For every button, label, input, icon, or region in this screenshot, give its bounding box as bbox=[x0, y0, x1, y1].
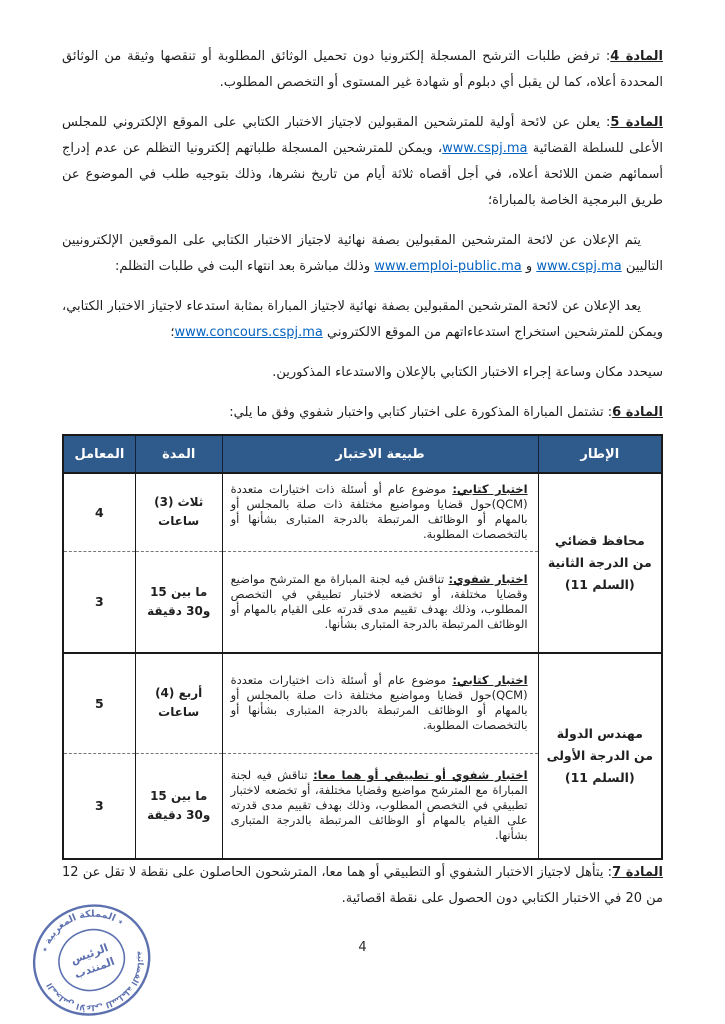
exam-label: اختبار كتابي: bbox=[452, 482, 528, 497]
article-5-text-before: : يعلن عن لائحة أولية للمترشحين المقبولي… bbox=[62, 115, 663, 156]
duration-cell: ثلاث (3) ساعات bbox=[134, 472, 223, 552]
exam-location-text: سيحدد مكان وساعة إجراء الاختبار الكتابي … bbox=[272, 365, 663, 380]
exam-nature-cell: اختبار كتابي: موضوع عام أو أسئلة ذات اخت… bbox=[221, 652, 539, 754]
exam-text: تناقش فيه لجنة المباراة مع المترشح مواضي… bbox=[230, 571, 528, 631]
duration-cell: ما بين 15 و30 دقيقة bbox=[134, 753, 223, 860]
table-row: مهندس الدولة من الدرجة الأولى (السلم 11)… bbox=[62, 652, 663, 860]
final-list-separator: و bbox=[521, 259, 537, 274]
header-exam-nature: طبيعة الاختبار bbox=[221, 434, 539, 474]
article-5: المادة 5: يعلن عن لائحة أولية للمترشحين … bbox=[62, 110, 663, 214]
frame-group-conservateur: محافظ قضائي من الدرجة الثانية (السلم 11)… bbox=[62, 472, 663, 654]
exam-nature-cell: اختبار كتابي: موضوع عام أو أسئلة ذات اخت… bbox=[221, 472, 539, 552]
article-7-label: المادة 7 bbox=[612, 865, 663, 880]
coefficient-cell: 3 bbox=[62, 753, 136, 860]
summons-text-after: ؛ bbox=[170, 325, 175, 340]
article-4: المادة 4: ترفض طلبات الترشح المسجلة إلكت… bbox=[62, 44, 663, 96]
article-7-text: : يتأهل لاجتياز الاختبار الشفوي أو التطب… bbox=[62, 865, 663, 906]
article-7: المادة 7: يتأهل لاجتياز الاختبار الشفوي … bbox=[62, 860, 663, 912]
link-cspj[interactable]: www.cspj.ma bbox=[442, 141, 528, 156]
final-list-text-before: يتم الإعلان عن لائحة المترشحين المقبولين… bbox=[62, 233, 663, 274]
coefficient-cell: 4 bbox=[62, 472, 136, 552]
exams-table: الإطار طبيعة الاختبار المدة المعامل محاف… bbox=[62, 434, 663, 860]
exams-table-header: الإطار طبيعة الاختبار المدة المعامل bbox=[62, 434, 663, 474]
article-4-label: المادة 4 bbox=[610, 49, 663, 64]
paragraph-summons: يعد الإعلان عن لائحة المترشحين المقبولين… bbox=[62, 294, 663, 346]
duration-cell: ما بين 15 و30 دقيقة bbox=[134, 551, 223, 654]
link-emploi-public[interactable]: www.emploi-public.ma bbox=[374, 259, 522, 274]
frame-cell: محافظ قضائي من الدرجة الثانية (السلم 11) bbox=[537, 472, 663, 654]
exam-text: موضوع عام أو أسئلة ذات اختيارات متعددة (… bbox=[230, 673, 528, 733]
duration-cell: أربع (4) ساعات bbox=[134, 652, 223, 754]
official-stamp-icon: ٭ المملكة المغربية ٭ المجلس الأعلى للسلط… bbox=[31, 896, 159, 1024]
table-row: محافظ قضائي من الدرجة الثانية (السلم 11)… bbox=[62, 472, 663, 654]
page-number: 4 bbox=[358, 940, 367, 955]
paragraph-final-list: يتم الإعلان عن لائحة المترشحين المقبولين… bbox=[62, 228, 663, 280]
exam-text: تناقش فيه لجنة المباراة مع المترشح مواضي… bbox=[230, 768, 528, 843]
exam-label: اختبار شفوي أو تطبيقي أو هما معا: bbox=[313, 768, 528, 783]
table-row: اختبار شفوي: تناقش فيه لجنة المباراة مع … bbox=[62, 551, 662, 654]
frame-cell: مهندس الدولة من الدرجة الأولى (السلم 11) bbox=[537, 652, 663, 860]
article-5-label: المادة 5 bbox=[610, 115, 664, 130]
coefficient-cell: 3 bbox=[62, 551, 136, 654]
article-6-label: المادة 6 bbox=[612, 405, 663, 420]
link-concours-cspj[interactable]: www.concours.cspj.ma bbox=[174, 325, 323, 340]
paragraph-exam-location: سيحدد مكان وساعة إجراء الاختبار الكتابي … bbox=[62, 360, 663, 386]
exam-label: اختبار كتابي: bbox=[452, 673, 528, 688]
article-5-text-after: ، ويمكن للمترشحين المسجلة طلباتهم إلكترو… bbox=[62, 141, 663, 208]
exam-text: موضوع عام أو أسئلة ذات اختيارات متعددة (… bbox=[230, 482, 528, 542]
exam-label: اختبار شفوي: bbox=[448, 571, 528, 586]
header-coefficient: المعامل bbox=[62, 434, 136, 474]
document-content: المادة 4: ترفض طلبات الترشح المسجلة إلكت… bbox=[62, 44, 663, 912]
link-cspj-2[interactable]: www.cspj.ma bbox=[536, 259, 622, 274]
coefficient-cell: 5 bbox=[62, 652, 136, 754]
frame-group-ingenieur: مهندس الدولة من الدرجة الأولى (السلم 11)… bbox=[62, 652, 663, 860]
table-row: اختبار شفوي أو تطبيقي أو هما معا: تناقش … bbox=[62, 753, 662, 860]
exam-nature-cell: اختبار شفوي أو تطبيقي أو هما معا: تناقش … bbox=[221, 753, 539, 860]
article-6-text: : تشتمل المباراة المذكورة على اختبار كتا… bbox=[229, 405, 613, 420]
final-list-text-after: وذلك مباشرة بعد انتهاء البت في طلبات الت… bbox=[114, 259, 375, 274]
article-4-text: : ترفض طلبات الترشح المسجلة إلكترونيا دو… bbox=[62, 49, 663, 90]
summons-text-before: يعد الإعلان عن لائحة المترشحين المقبولين… bbox=[62, 299, 663, 340]
header-frame: الإطار bbox=[537, 434, 663, 474]
article-6: المادة 6: تشتمل المباراة المذكورة على اخ… bbox=[62, 400, 663, 426]
exam-nature-cell: اختبار شفوي: تناقش فيه لجنة المباراة مع … bbox=[221, 551, 539, 654]
header-duration: المدة bbox=[134, 434, 223, 474]
